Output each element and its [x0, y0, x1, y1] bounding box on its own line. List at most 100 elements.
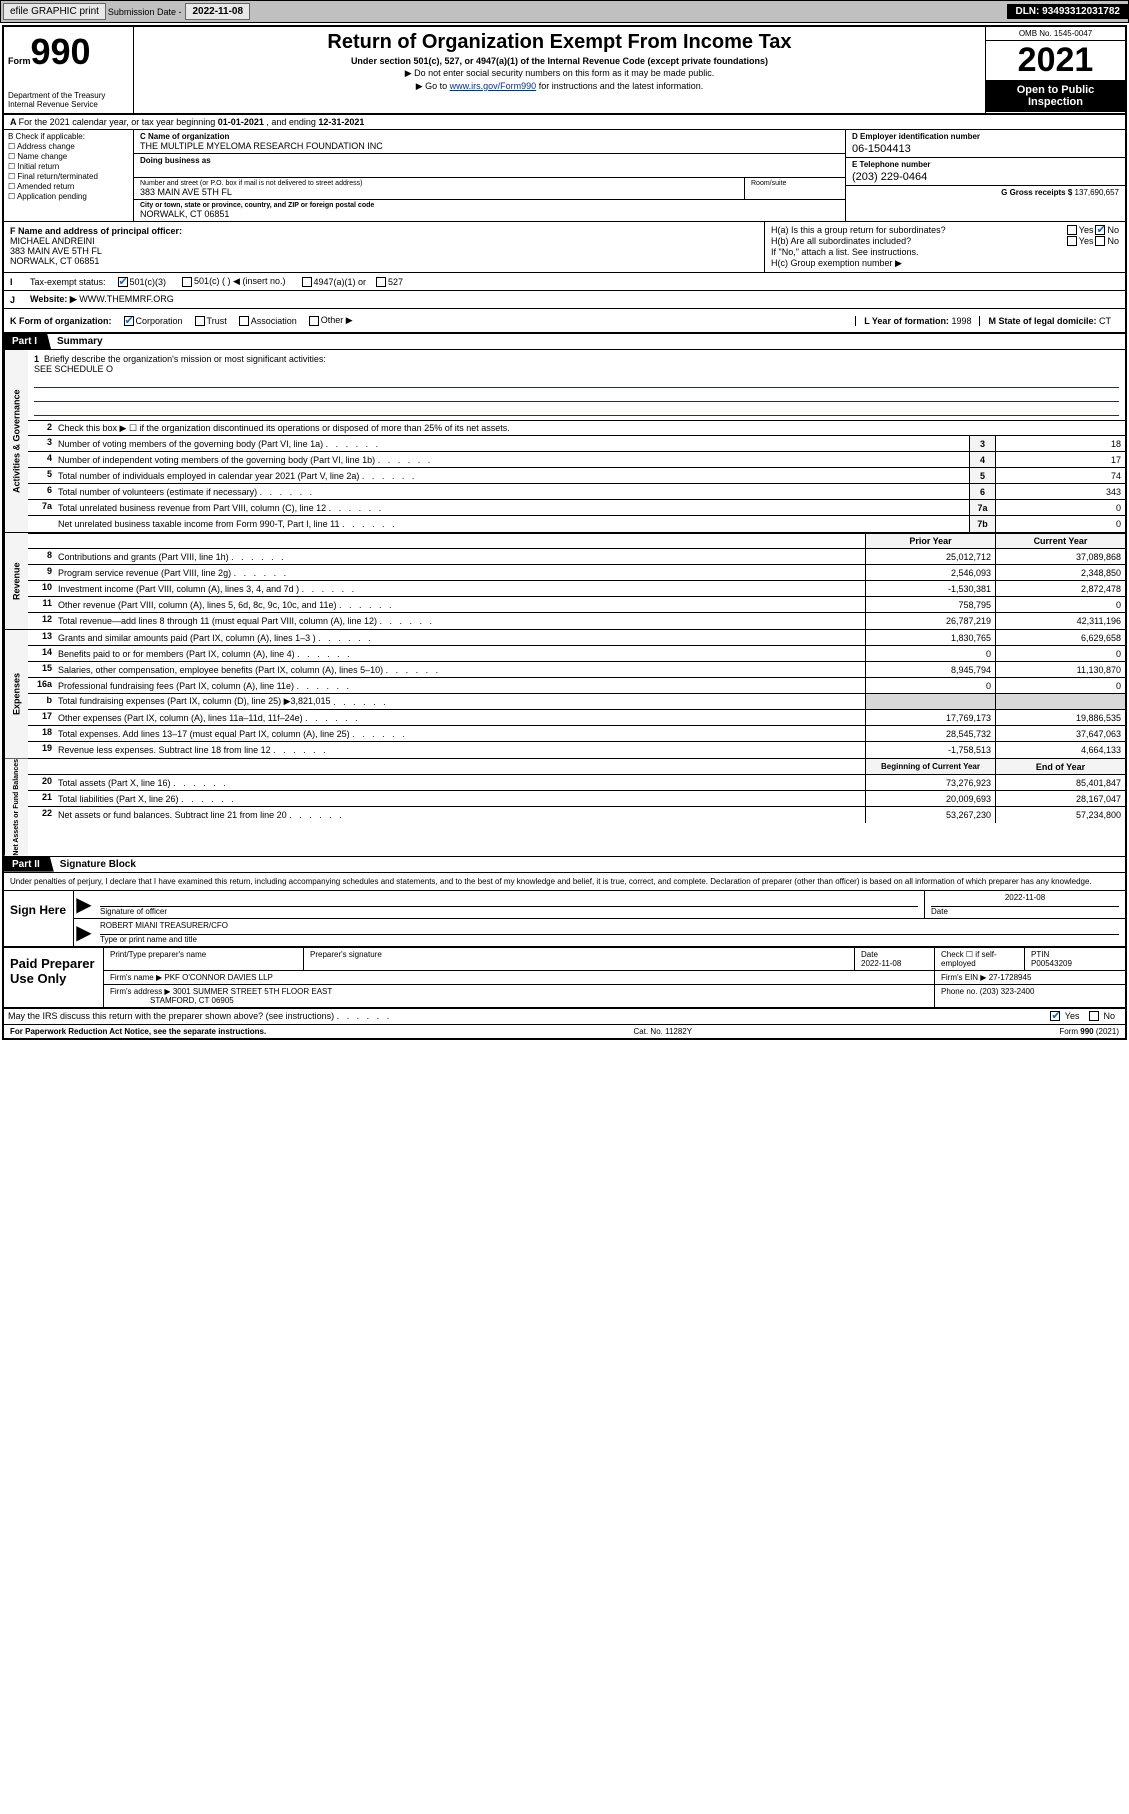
hb-note-row: If "No," attach a list. See instructions…: [771, 247, 1119, 257]
line-num: 3: [28, 436, 54, 451]
city-val: NORWALK, CT 06851: [140, 209, 839, 219]
pc-row: 10 Investment income (Part VIII, column …: [28, 581, 1125, 597]
officer-name-lbl: Type or print name and title: [100, 935, 1119, 944]
ha-yes-lbl: Yes: [1079, 225, 1094, 235]
prior-val: 0: [865, 678, 995, 693]
chk-address: ☐ Address change: [8, 142, 129, 151]
trust-checkbox[interactable]: [195, 316, 205, 326]
curr-val: 37,089,868: [995, 549, 1125, 564]
expenses-body: 13 Grants and similar amounts paid (Part…: [28, 630, 1125, 758]
discuss-yes-checkbox[interactable]: [1050, 1011, 1060, 1021]
line-num: 7a: [28, 500, 54, 515]
note-1: Do not enter social security numbers on …: [138, 68, 981, 79]
assoc-lbl: Association: [251, 316, 297, 326]
corp-lbl: Corporation: [136, 316, 183, 326]
firm-addr-lbl: Firm's address ▶: [110, 987, 173, 996]
k-lbl: K Form of organization:: [10, 316, 112, 326]
ha-yes-checkbox[interactable]: [1067, 225, 1077, 235]
hb-lbl: H(b) Are all subordinates included?: [771, 236, 1065, 246]
end-year-hdr: End of Year: [995, 759, 1125, 774]
phone-val2: (203) 323-2400: [980, 987, 1035, 996]
4947-checkbox[interactable]: [302, 277, 312, 287]
form-number: Form990: [8, 31, 129, 73]
governance-body: 1 Briefly describe the organization's mi…: [28, 350, 1125, 532]
4947-lbl: 4947(a)(1) or: [314, 277, 367, 287]
other-checkbox[interactable]: [309, 316, 319, 326]
mission-line: [34, 404, 1119, 416]
prior-val: 73,276,923: [865, 775, 995, 790]
vlabel-expenses: Expenses: [4, 630, 28, 758]
ha-no-checkbox[interactable]: [1095, 225, 1105, 235]
pc-row: 21 Total liabilities (Part X, line 26) 2…: [28, 791, 1125, 807]
line-desc: Total revenue—add lines 8 through 11 (mu…: [54, 613, 865, 629]
org-name-row: C Name of organization THE MULTIPLE MYEL…: [134, 130, 845, 154]
prior-val: -1,758,513: [865, 742, 995, 758]
line-num: 19: [28, 742, 54, 758]
hc-row: H(c) Group exemption number ▶: [771, 258, 1119, 269]
line-box: 4: [969, 452, 995, 467]
sig-line: [100, 893, 918, 907]
row-a: A For the 2021 calendar year, or tax yea…: [4, 115, 1125, 130]
hb-yes-checkbox[interactable]: [1067, 236, 1077, 246]
pc-row: 19 Revenue less expenses. Subtract line …: [28, 742, 1125, 758]
submission-date-button[interactable]: 2022-11-08: [185, 3, 250, 20]
501c3-checkbox[interactable]: [118, 277, 128, 287]
curr-val: 0: [995, 597, 1125, 612]
ha-lbl: H(a) Is this a group return for subordin…: [771, 225, 1065, 235]
form990-link[interactable]: www.irs.gov/Form990: [450, 81, 537, 91]
top-bar: efile GRAPHIC print Submission Date - 20…: [0, 0, 1129, 23]
line-num: 12: [28, 613, 54, 629]
line-num: b: [28, 694, 54, 709]
note2-post: for instructions and the latest informat…: [536, 81, 703, 91]
527-checkbox[interactable]: [376, 277, 386, 287]
line-num: 5: [28, 468, 54, 483]
officer-addr1: 383 MAIN AVE 5TH FL: [10, 246, 758, 256]
line-desc: Benefits paid to or for members (Part IX…: [54, 646, 865, 661]
hb-yes-lbl: Yes: [1079, 236, 1094, 246]
line-num: 10: [28, 581, 54, 596]
pc-row: 17 Other expenses (Part IX, column (A), …: [28, 710, 1125, 726]
prior-val: 25,012,712: [865, 549, 995, 564]
line-desc: Total number of volunteers (estimate if …: [54, 484, 969, 499]
curr-val: 6,629,658: [995, 630, 1125, 645]
efile-button[interactable]: efile GRAPHIC print: [3, 3, 106, 20]
col-f: F Name and address of principal officer:…: [4, 222, 765, 272]
prior-val: 1,830,765: [865, 630, 995, 645]
line-num: 6: [28, 484, 54, 499]
form-990-frame: Form990 Department of the Treasury Inter…: [2, 25, 1127, 1040]
discuss-no-checkbox[interactable]: [1089, 1011, 1099, 1021]
curr-val: 42,311,196: [995, 613, 1125, 629]
discuss-answers: Yes No: [1038, 1009, 1125, 1024]
discuss-no-lbl: No: [1103, 1011, 1115, 1021]
corp-checkbox[interactable]: [124, 316, 134, 326]
pc-row: 16a Professional fundraising fees (Part …: [28, 678, 1125, 694]
other-lbl: Other ▶: [321, 315, 353, 326]
firm-name-cell: Firm's name ▶ PKF O'CONNOR DAVIES LLP: [104, 971, 935, 984]
netassets-body: . Beginning of Current Year End of Year …: [28, 759, 1125, 856]
assoc-checkbox[interactable]: [239, 316, 249, 326]
ptin-lbl: PTIN: [1031, 950, 1049, 959]
mission-line: [34, 390, 1119, 402]
officer-sig-cell: Signature of officer: [94, 891, 925, 918]
line-num: 22: [28, 807, 54, 823]
line-desc: Program service revenue (Part VIII, line…: [54, 565, 865, 580]
hb-note: If "No," attach a list. See instructions…: [771, 247, 918, 257]
prior-val: 26,787,219: [865, 613, 995, 629]
l-lbl: L Year of formation:: [864, 316, 951, 326]
hb-no-checkbox[interactable]: [1095, 236, 1105, 246]
current-year-hdr: Current Year: [995, 534, 1125, 548]
curr-val: 2,348,850: [995, 565, 1125, 580]
line-num: [28, 516, 54, 532]
line-val: 17: [995, 452, 1125, 467]
prior-year-hdr: Prior Year: [865, 534, 995, 548]
chk-amended: ☐ Amended return: [8, 182, 129, 191]
l-val: 1998: [951, 316, 971, 326]
curr-val: [995, 694, 1125, 709]
line-i: I Tax-exempt status: 501(c)(3) 501(c) ( …: [4, 273, 1125, 291]
trust-lbl: Trust: [207, 316, 227, 326]
chk-name-lbl: Name change: [17, 152, 67, 161]
hc-lbl: H(c) Group exemption number ▶: [771, 258, 902, 269]
501c-checkbox[interactable]: [182, 277, 192, 287]
chk-name: ☐ Name change: [8, 152, 129, 161]
chk-initial: ☐ Initial return: [8, 162, 129, 171]
